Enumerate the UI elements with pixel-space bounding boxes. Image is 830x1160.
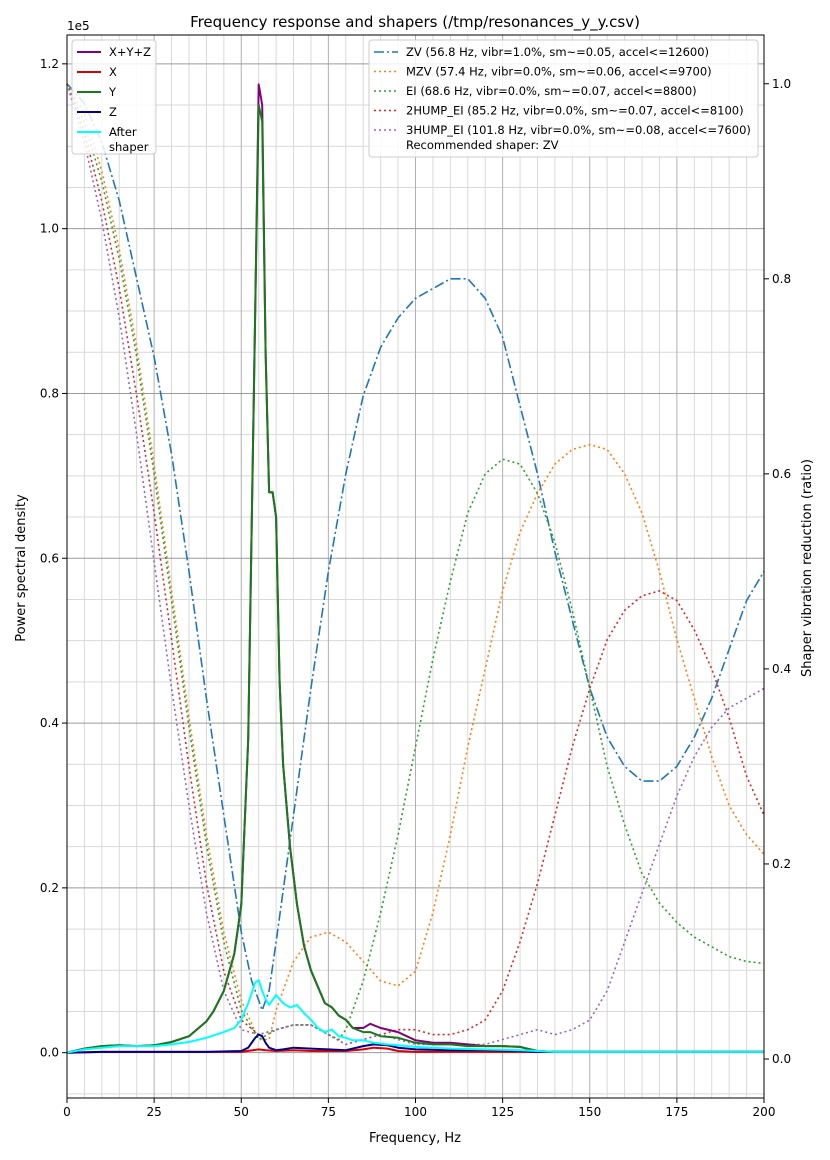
- legend-left-label: Z: [109, 105, 117, 119]
- x-tick-label: 50: [234, 1105, 249, 1119]
- y-tick-label: 0.8: [40, 386, 59, 400]
- shaper-line-0: [66, 83, 765, 1013]
- y2-tick-label: 1.0: [772, 77, 791, 91]
- shaper-line-1: [66, 83, 765, 1041]
- y2-tick-label: 0.6: [772, 467, 791, 481]
- y2-tick-label: 0.8: [772, 272, 791, 286]
- y-tick-label: 0.6: [40, 551, 59, 565]
- legend-right-label: ZV (56.8 Hz, vibr=1.0%, sm~=0.05, accel<…: [406, 45, 709, 59]
- y2-tick-label: 0.4: [772, 662, 791, 676]
- shaper-line-2: [66, 83, 765, 1041]
- y-tick-label: 1.2: [40, 57, 59, 71]
- y2-tick-label: 0.2: [772, 857, 791, 871]
- psd-line-2: [66, 104, 764, 1054]
- y-offset-label: 1e5: [67, 19, 90, 33]
- major-grid: [66, 35, 765, 1098]
- legend-right: ZV (56.8 Hz, vibr=1.0%, sm~=0.05, accel<…: [368, 39, 759, 158]
- legend-right-box: [368, 39, 759, 158]
- x-tick-label: 200: [753, 1105, 776, 1119]
- y2-tick-label: 0.0: [772, 1052, 791, 1066]
- x-tick-label: 25: [146, 1105, 161, 1119]
- legend-right-label: MZV (57.4 Hz, vibr=0.0%, sm~=0.06, accel…: [406, 65, 712, 79]
- y-tick-label: 0.4: [40, 716, 59, 730]
- shaper-lines: [66, 83, 765, 1046]
- y-tick-label: 0.0: [40, 1046, 59, 1060]
- x-axis-label: Frequency, Hz: [369, 1131, 461, 1146]
- y2-axis-label: Shaper vibration reduction (ratio): [800, 459, 815, 677]
- legend-left-label: shaper: [109, 140, 149, 154]
- psd-line-4: [66, 979, 764, 1054]
- x-tick-label: 0: [63, 1105, 71, 1119]
- legend-left-box: [71, 39, 157, 155]
- legend-right-label: 2HUMP_EI (85.2 Hz, vibr=0.0%, sm~=0.07, …: [406, 104, 744, 118]
- y-tick-label: 0.2: [40, 881, 59, 895]
- y2-axis-ticks: 0.0 0.2 0.4 0.6 0.8 1.0: [764, 77, 791, 1066]
- recommended-shaper-text: Recommended shaper: ZV: [406, 138, 559, 152]
- legend-left-label: Y: [108, 85, 117, 99]
- legend-left-label: After: [109, 125, 137, 139]
- x-tick-label: 150: [578, 1105, 601, 1119]
- x-tick-label: 175: [665, 1105, 688, 1119]
- x-tick-label: 75: [321, 1105, 336, 1119]
- legend-left-label: X: [109, 65, 117, 79]
- y-tick-label: 1.0: [40, 222, 59, 236]
- shaper-line-3: [66, 83, 765, 1046]
- legend-right-label: 3HUMP_EI (101.8 Hz, vibr=0.0%, sm~=0.08,…: [406, 123, 751, 137]
- legend-left-label: X+Y+Z: [109, 45, 151, 59]
- chart-title: Frequency response and shapers (/tmp/res…: [190, 13, 640, 32]
- y-axis-ticks: 0.0 0.2 0.4 0.6 0.8 1.0 1.2: [40, 57, 67, 1060]
- legend-right-label: EI (68.6 Hz, vibr=0.0%, sm~=0.07, accel<…: [406, 84, 697, 98]
- x-axis-ticks: 0 25 50 75 100 125 150 175 200: [63, 1098, 775, 1119]
- psd-lines: [66, 83, 764, 1054]
- y-axis-label: Power spectral density: [14, 494, 29, 642]
- minor-grid: [67, 35, 764, 1098]
- x-tick-label: 125: [491, 1105, 514, 1119]
- x-tick-label: 100: [404, 1105, 427, 1119]
